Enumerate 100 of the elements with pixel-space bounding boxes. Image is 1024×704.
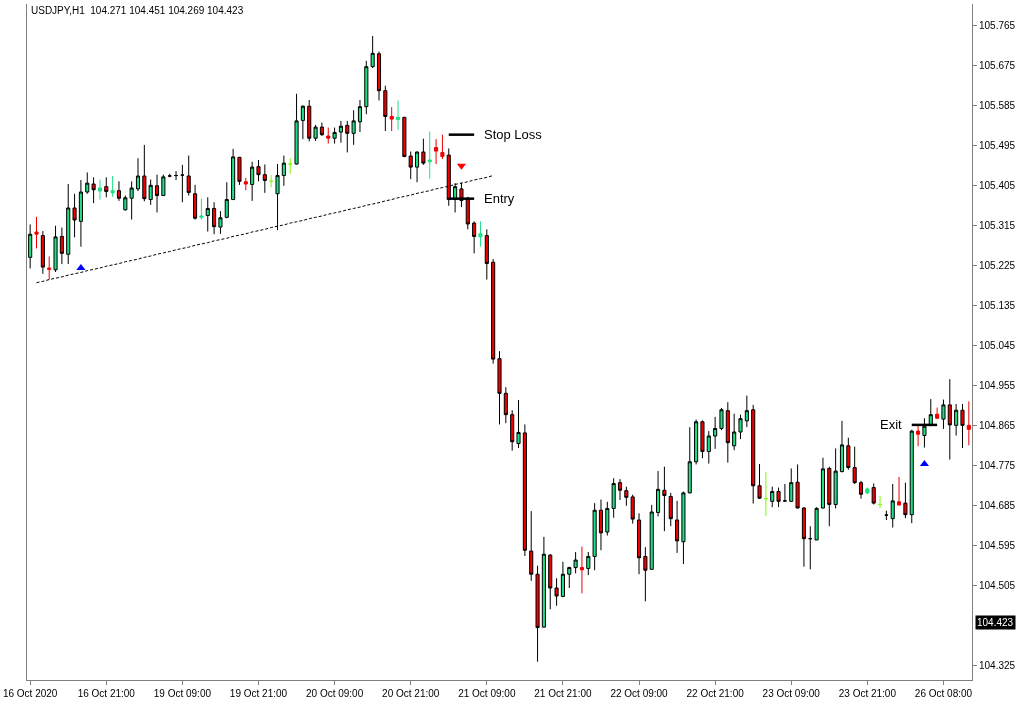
y-tick-label: 104.685 xyxy=(979,500,1016,512)
x-tick-label: 20 Oct 09:00 xyxy=(305,688,364,699)
candlestick xyxy=(40,230,45,275)
annotation: 104.423 xyxy=(977,617,1014,628)
y-tick-label: 105.315 xyxy=(979,220,1016,232)
candlestick xyxy=(598,499,604,551)
candlestick xyxy=(706,430,711,465)
candlestick xyxy=(636,512,642,575)
x-tick-label: 16 Oct 2020 xyxy=(2,688,58,699)
candlestick xyxy=(53,225,58,273)
x-tick-label: 26 Oct 08:00 xyxy=(914,688,973,699)
candlestick xyxy=(180,164,185,203)
candlestick xyxy=(193,184,198,221)
candlestick xyxy=(884,510,889,521)
x-tick-label: 22 Oct 09:00 xyxy=(610,688,669,699)
candlestick xyxy=(478,220,483,248)
candlestick xyxy=(890,483,895,529)
candlestick xyxy=(281,155,286,187)
x-tick-label: 23 Oct 09:00 xyxy=(762,688,821,699)
candlestick xyxy=(820,457,826,509)
candlestick xyxy=(757,463,762,500)
candlestick xyxy=(700,419,705,459)
candlestick xyxy=(770,486,775,508)
y-tick-label: 105.495 xyxy=(979,140,1016,152)
y-tick-label: 105.405 xyxy=(979,180,1016,192)
candlestick xyxy=(345,120,350,153)
y-tick-label: 104.775 xyxy=(979,460,1016,472)
candlestick xyxy=(776,487,781,508)
candlestick xyxy=(897,476,902,507)
candlestick xyxy=(858,480,864,500)
candlestick xyxy=(212,201,217,235)
candlestick xyxy=(510,409,515,452)
candlestick xyxy=(656,470,661,517)
candlestick xyxy=(440,134,445,160)
candlestick xyxy=(288,157,293,175)
candlestick xyxy=(529,510,534,582)
candlestick xyxy=(782,483,787,503)
y-tick-label: 105.585 xyxy=(979,100,1016,112)
x-tick-label: 20 Oct 21:00 xyxy=(382,688,440,699)
y-tick-label: 105.045 xyxy=(979,340,1016,352)
chart-title: USDJPY,H1 104.271 104.451 104.269 104.423 xyxy=(31,5,244,16)
candlestick xyxy=(262,163,267,194)
candlestick xyxy=(579,546,584,594)
series-label: Stop Loss xyxy=(484,127,543,142)
candlestick xyxy=(865,487,870,495)
candlestick xyxy=(725,401,730,464)
candlestick xyxy=(135,157,141,192)
x-tick-label: 23 Oct 21:00 xyxy=(838,688,897,699)
candlestick xyxy=(554,577,559,607)
candlestick xyxy=(307,99,312,142)
candlestick xyxy=(560,561,565,598)
candlestick xyxy=(567,566,572,589)
candlestick xyxy=(59,227,64,265)
candlestick xyxy=(97,179,102,201)
x-tick-label: 21 Oct 09:00 xyxy=(458,688,516,699)
candlestick xyxy=(751,404,756,505)
candlestick xyxy=(548,553,553,610)
x-tick-label: 19 Oct 09:00 xyxy=(153,688,212,699)
candlestick xyxy=(250,161,255,202)
candlestick xyxy=(763,471,768,517)
candlestick xyxy=(573,551,578,574)
candlestick xyxy=(871,483,876,505)
candlestick xyxy=(675,500,680,554)
candlestick xyxy=(503,386,508,424)
candlestick xyxy=(497,350,502,425)
candlestick xyxy=(47,255,52,281)
candlestick xyxy=(319,122,324,137)
candlestick xyxy=(719,407,724,431)
candlestick xyxy=(116,180,122,202)
candlestick xyxy=(199,198,204,221)
candlestick xyxy=(402,116,407,158)
candlestick xyxy=(954,403,959,437)
candlestick xyxy=(224,181,229,219)
x-tick-label: 22 Oct 21:00 xyxy=(686,688,745,699)
candlestick xyxy=(427,131,432,180)
candlestick xyxy=(85,171,90,195)
x-tick-label: 16 Oct 21:00 xyxy=(77,688,136,699)
candlestick xyxy=(839,420,845,473)
candlestick xyxy=(662,466,667,532)
candlestick xyxy=(205,196,210,233)
candlestick xyxy=(415,151,420,183)
candlestick xyxy=(243,177,248,191)
candlestick xyxy=(801,506,806,568)
candlestick xyxy=(541,536,546,629)
candlestick xyxy=(732,413,737,451)
candlestick xyxy=(617,478,623,501)
y-tick-label: 104.325 xyxy=(979,660,1016,672)
candlestick xyxy=(313,124,318,142)
candlestick xyxy=(491,258,496,365)
candlestick xyxy=(744,395,749,428)
candlestick xyxy=(535,565,540,663)
candlestick xyxy=(256,159,261,182)
candlestick xyxy=(357,99,363,133)
candlestick xyxy=(649,504,654,570)
candlestick xyxy=(237,156,242,186)
candlestick xyxy=(941,399,946,430)
candlestick xyxy=(903,482,908,519)
y-tick-label: 104.505 xyxy=(979,580,1016,592)
candlestick xyxy=(34,216,39,249)
candlestick xyxy=(935,407,940,420)
